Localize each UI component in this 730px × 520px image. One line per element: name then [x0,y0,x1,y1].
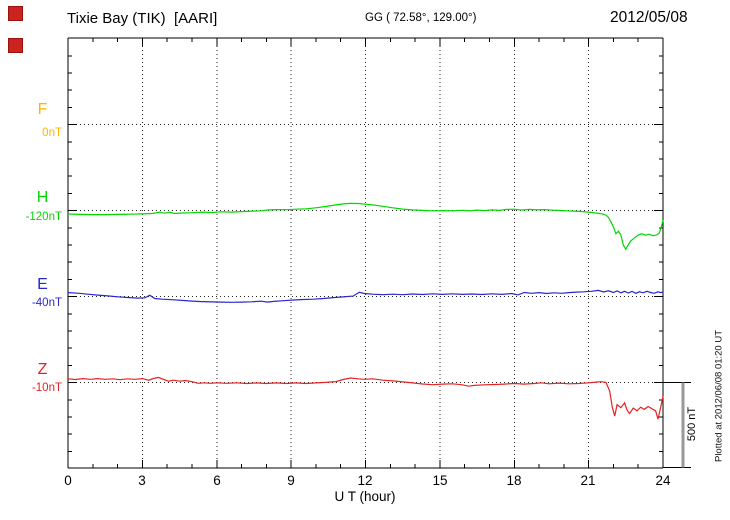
x-tick-label: 6 [213,473,221,488]
x-axis-label: U T (hour) [334,489,396,504]
x-tick-label: 15 [432,473,448,488]
trace-h [67,202,664,251]
x-tick-label: 12 [357,473,373,488]
series-baseline-f: 0nT [42,127,62,139]
missing-image-icon [8,38,23,53]
series-baseline-z: -10nT [31,382,62,394]
x-tick-label: 9 [287,473,295,488]
series-label-f: F [37,101,48,118]
x-tick-label: 0 [64,473,72,488]
series-label-h: H [36,189,49,206]
x-tick-label: 18 [506,473,522,488]
plot-date: 2012/05/08 [610,9,688,26]
trace-e [67,289,664,303]
series-baseline-h: -120nT [25,211,62,223]
scale-bar-label: 500 nT [686,406,698,442]
series-baseline-e: -40nT [31,297,62,309]
series-label-e: E [37,276,48,293]
x-tick-label: 24 [655,473,671,488]
station-title: Tixie Bay (TIK) [AARI] [67,10,218,27]
x-tick-label: 3 [138,473,146,488]
trace-z [67,376,664,420]
series-label-z: Z [37,361,48,378]
plot-timestamp: Plotted at 2012/06/08 01:20 UT [713,329,725,463]
x-tick-label: 21 [580,473,596,488]
missing-image-icon [8,6,23,21]
geographic-coordinates: GG ( 72.58°, 129.00°) [365,12,477,24]
